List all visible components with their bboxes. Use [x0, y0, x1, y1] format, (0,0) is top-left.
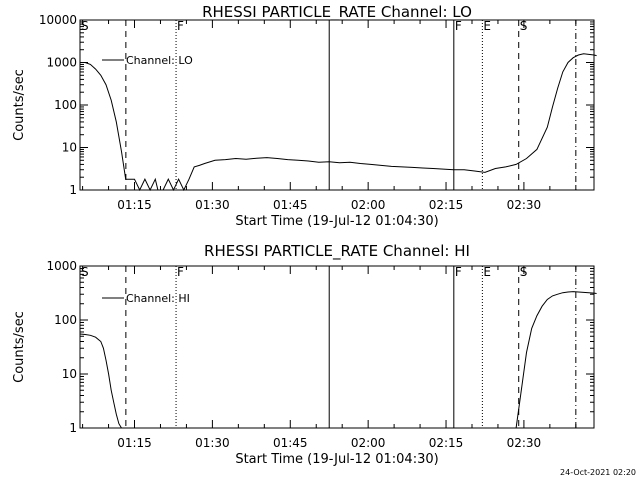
panel2-xtick-label: 01:45: [273, 436, 308, 450]
panel2-event-label: S: [520, 265, 528, 279]
panel2-ytick-label: 100: [54, 313, 77, 327]
panel2-title: RHESSI PARTICLE_RATE Channel: HI: [204, 242, 470, 261]
panel2-xtick-label: 02:00: [351, 436, 386, 450]
panel1-ytick-label: 1: [69, 183, 77, 197]
panel1-ytick-label: 10: [62, 141, 77, 155]
panel1-ytick-label: 10000: [39, 13, 77, 27]
panel2-event-label: F: [177, 265, 184, 279]
panel2-xtick-label: 02:15: [429, 436, 464, 450]
panel1-xtick-label: 01:45: [273, 198, 308, 212]
panel1-event-label: E: [483, 19, 491, 33]
panel2-ylabel: Counts/sec: [12, 311, 27, 383]
panel1-event-label: S: [520, 19, 528, 33]
panel1-ytick-label: 100: [54, 98, 77, 112]
panel1-xtick-label: 02:15: [429, 198, 464, 212]
timestamp: 24-Oct-2021 02:20: [560, 468, 636, 477]
panel1-xtick-label: 01:30: [195, 198, 230, 212]
panel1-ytick-label: 1000: [46, 56, 77, 70]
panel1-xtick-label: 01:15: [117, 198, 152, 212]
panel2-xtick-label: 01:15: [117, 436, 152, 450]
panel2-event-label: S: [81, 265, 89, 279]
panel1-event-label: S: [81, 19, 89, 33]
panel2-xtick-label: 02:30: [507, 436, 542, 450]
panel2-ytick-label: 1000: [46, 259, 77, 273]
panel2-frame: [79, 265, 595, 429]
panel1-xtick-label: 02:00: [351, 198, 386, 212]
panel2-event-label: E: [483, 265, 491, 279]
panel2-series-line-1: [79, 333, 122, 429]
panel1-title: RHESSI PARTICLE_RATE Channel: LO: [202, 3, 472, 22]
panel2-legend-label: Channel: HI: [126, 292, 190, 305]
panel1-xtick-label: 02:30: [507, 198, 542, 212]
panel1-xlabel: Start Time (19-Jul-12 01:04:30): [235, 214, 438, 229]
panel1-ylabel: Counts/sec: [12, 69, 27, 141]
panel1-series-line-1: [80, 53, 597, 192]
panel2-ytick-label: 1: [69, 421, 77, 435]
panel2-ytick-label: 10: [62, 367, 77, 381]
panel1-event-label: F: [455, 19, 462, 33]
panel1-legend-label: Channel: LO: [126, 54, 193, 67]
panel2-series-line-2: [515, 291, 597, 429]
panel2-xlabel: Start Time (19-Jul-12 01:04:30): [235, 452, 438, 467]
panel2-xtick-label: 01:30: [195, 436, 230, 450]
panel2-event-label: F: [455, 265, 462, 279]
panel1-event-label: F: [177, 19, 184, 33]
